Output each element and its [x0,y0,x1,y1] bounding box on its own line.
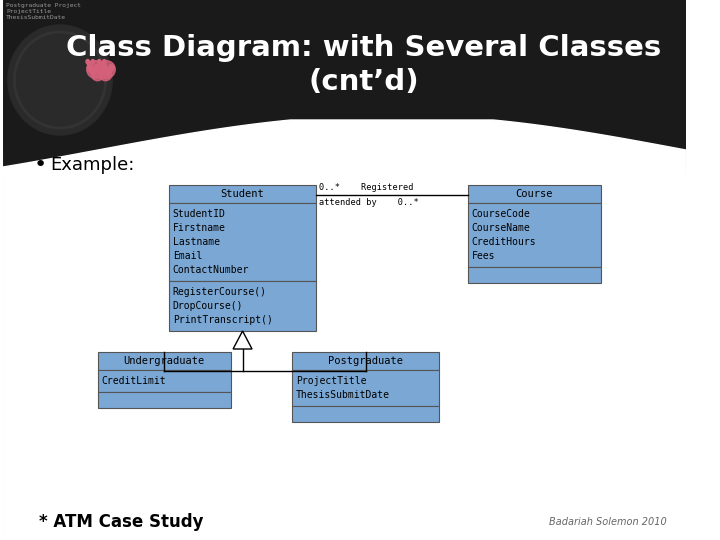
Polygon shape [3,120,686,540]
Text: CourseName: CourseName [472,223,531,233]
Text: * ATM Case Study: * ATM Case Study [39,513,204,531]
Text: Badariah Solemon 2010: Badariah Solemon 2010 [549,517,667,527]
Point [101,65,112,73]
Bar [98,370,230,392]
Text: Postgraduate Project
ProjectTitle
ThesisSubmitDate: Postgraduate Project ProjectTitle Thesis… [6,3,81,19]
Text: Class Diagram: with Several Classes: Class Diagram: with Several Classes [66,34,661,62]
Text: ThesisSubmitDate: ThesisSubmitDate [296,390,390,400]
Bar [98,392,230,408]
Text: DropCourse(): DropCourse() [173,301,243,311]
Text: Lastname: Lastname [173,237,220,247]
Polygon shape [233,331,252,349]
Text: RegisterCourse(): RegisterCourse() [173,287,267,297]
Bar [169,203,316,281]
Bar [292,352,439,370]
Text: CourseCode: CourseCode [472,209,531,219]
Polygon shape [3,120,686,170]
Text: ContactNumber: ContactNumber [173,265,249,275]
Text: StudentID: StudentID [173,209,226,219]
Text: •: • [33,155,47,175]
Text: (cnt’d): (cnt’d) [308,68,419,96]
Bar [98,352,230,370]
Point [99,70,110,78]
Text: PrintTranscript(): PrintTranscript() [173,315,273,325]
Point [91,70,103,78]
Point [89,65,101,73]
Text: attended by    0..*: attended by 0..* [319,198,418,207]
Text: ProjectTitle: ProjectTitle [296,376,366,386]
Text: ♥♥: ♥♥ [84,58,109,72]
Bar [292,406,439,422]
Bar [468,203,600,267]
Circle shape [8,25,112,135]
Bar [468,267,600,283]
Text: Example:: Example: [50,156,135,174]
Text: Undergraduate: Undergraduate [124,356,205,366]
Bar [3,0,686,150]
Text: ♥♥: ♥♥ [85,63,117,81]
Text: 0..*    Registered: 0..* Registered [319,183,413,192]
Text: Course: Course [516,189,553,199]
Polygon shape [3,128,686,540]
Bar [468,185,600,203]
Bar [292,370,439,406]
Text: Student: Student [221,189,264,199]
Text: CreditLimit: CreditLimit [102,376,166,386]
Text: Firstname: Firstname [173,223,226,233]
Bar [169,281,316,331]
Text: Fees: Fees [472,251,495,261]
Text: Postgraduate: Postgraduate [328,356,403,366]
Text: CreditHours: CreditHours [472,237,536,247]
Bar [169,185,316,203]
Text: Email: Email [173,251,202,261]
